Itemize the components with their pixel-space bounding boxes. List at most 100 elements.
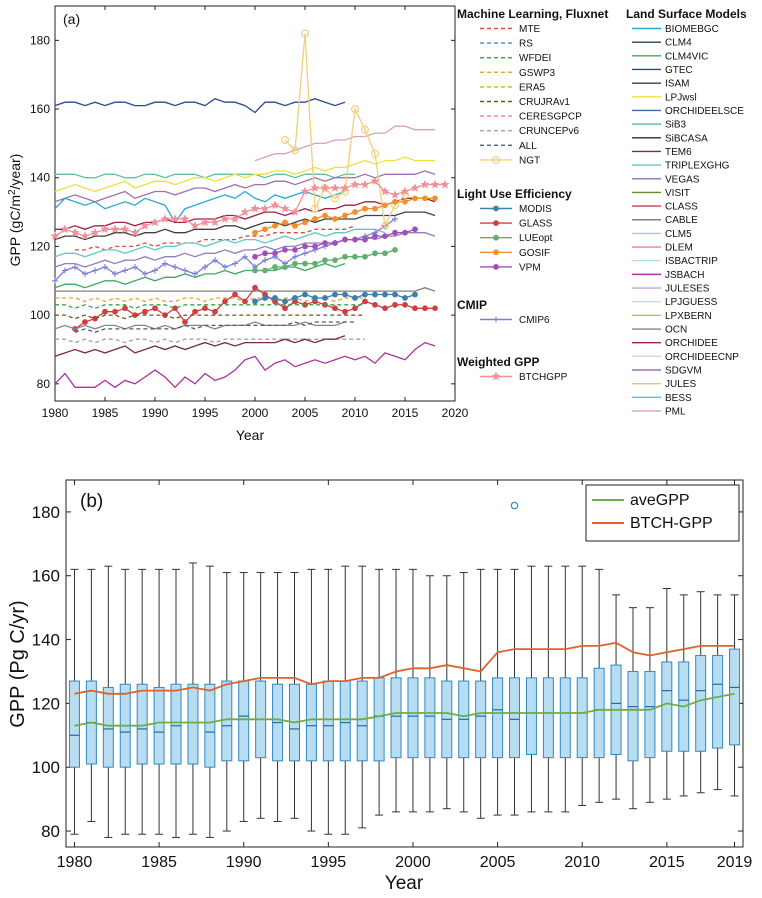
point-btchgpp bbox=[110, 224, 120, 234]
point-cmip6 bbox=[132, 264, 138, 271]
series-line-triplexghg bbox=[54, 228, 386, 258]
legend-label: GSWP3 bbox=[519, 68, 556, 79]
y-tick-label: 180 bbox=[32, 503, 60, 522]
point-btchgpp bbox=[140, 220, 150, 230]
box-1990 bbox=[238, 572, 250, 822]
x-tick-label: 1995 bbox=[192, 406, 219, 420]
panel-a-series bbox=[50, 29, 450, 389]
box-iqr bbox=[238, 680, 250, 762]
legend-entry-orchidee: ORCHIDEE bbox=[632, 338, 718, 349]
box-iqr bbox=[356, 680, 368, 762]
series-line-lpjwsl bbox=[54, 156, 435, 193]
box-iqr bbox=[627, 670, 639, 762]
point-btchgpp bbox=[420, 179, 430, 189]
point-cmip6 bbox=[92, 267, 98, 274]
point-vpm bbox=[352, 236, 358, 243]
legend-label: ISAM bbox=[665, 79, 689, 90]
panel-a-ticks: 1980 1985 1990 1995 2000 2005 2010 2015 2020 80 10… bbox=[30, 6, 469, 420]
point-glass bbox=[142, 308, 148, 315]
box-1996 bbox=[339, 565, 351, 835]
box-1988 bbox=[204, 565, 216, 838]
point-cmip6 bbox=[302, 250, 308, 257]
box-iqr bbox=[390, 677, 402, 759]
legend-marker bbox=[493, 205, 499, 212]
legend-entry-ngt: NGT bbox=[480, 155, 540, 166]
point-btchgpp bbox=[100, 224, 110, 234]
box-iqr bbox=[153, 686, 165, 765]
point-gosif bbox=[382, 202, 388, 209]
point-btchgpp bbox=[230, 214, 240, 223]
panel-b-series bbox=[74, 641, 735, 727]
legend-marker bbox=[493, 220, 499, 227]
point-vpm bbox=[272, 250, 278, 257]
legend-marker bbox=[492, 155, 501, 164]
legend-label: TEM6 bbox=[665, 147, 692, 158]
legend-label: PML bbox=[665, 406, 686, 417]
legend-label: SDGVM bbox=[665, 366, 702, 377]
y-tick-label: 80 bbox=[41, 822, 60, 841]
legend-marker bbox=[493, 264, 499, 270]
legend-entry-vegas: VEGAS bbox=[632, 174, 700, 185]
point-glass bbox=[202, 305, 208, 312]
panel-b-label: (b) bbox=[80, 491, 103, 512]
box-iqr bbox=[492, 677, 504, 759]
point-gosif bbox=[312, 216, 318, 222]
box-1987 bbox=[187, 562, 199, 835]
legend-label: MTE bbox=[519, 24, 540, 35]
box-1997 bbox=[356, 565, 368, 829]
point-btchgpp bbox=[330, 183, 340, 192]
point-ngt bbox=[371, 149, 380, 158]
series-isam bbox=[54, 211, 436, 241]
point-glass bbox=[382, 305, 388, 312]
legend-entry-orchideelsce: ORCHIDEELSCE bbox=[632, 106, 744, 117]
legend-label: CABLE bbox=[665, 215, 698, 226]
legend-label: VEGAS bbox=[665, 174, 700, 185]
legend-marker bbox=[493, 316, 499, 323]
point-modis bbox=[272, 295, 278, 301]
point-vpm bbox=[252, 253, 258, 260]
legend-label: CERESGPCP bbox=[519, 112, 582, 123]
point-btchgpp bbox=[150, 217, 160, 227]
point-glass bbox=[172, 305, 178, 312]
point-vpm bbox=[332, 240, 338, 246]
point-cmip6 bbox=[152, 267, 158, 274]
point-ngt bbox=[291, 146, 300, 155]
x-tick-label: 2010 bbox=[342, 406, 369, 420]
panel-b-ticks: 1980 1985 1990 1995 2000 2005 2010 2015 2019 80 10… bbox=[32, 480, 752, 871]
point-vpm bbox=[262, 250, 268, 257]
point-btchgpp bbox=[70, 227, 80, 237]
panel-b-legend: aveGPP BTCH-GPP bbox=[585, 484, 740, 542]
box-2000 bbox=[407, 568, 419, 813]
legend-label: GTEC bbox=[665, 65, 693, 76]
point-lueopt bbox=[252, 267, 258, 274]
legend-label: ERA5 bbox=[519, 82, 546, 93]
legend-box bbox=[585, 484, 740, 542]
point-glass bbox=[422, 305, 428, 312]
series-line-clm4vic bbox=[54, 262, 346, 289]
box-1982 bbox=[102, 565, 114, 838]
box-iqr bbox=[102, 686, 114, 768]
y-tick-label: 180 bbox=[30, 33, 50, 47]
series-line-sdgvm bbox=[54, 170, 436, 203]
legend-entry-mte: MTE bbox=[480, 24, 540, 35]
x-tick-label: 2015 bbox=[392, 406, 419, 420]
legend-entry-tem6: TEM6 bbox=[632, 147, 692, 158]
box-iqr bbox=[424, 677, 436, 759]
x-tick-label: 2010 bbox=[564, 854, 600, 871]
panel-a-xlabel: Year bbox=[236, 427, 265, 443]
point-glass bbox=[372, 301, 378, 308]
legend-label: GLASS bbox=[519, 219, 553, 230]
panel-b: (b) 1980 1985 1990 1995 2000 2005 2010 2015 2019… bbox=[7, 479, 752, 894]
point-glass bbox=[192, 308, 198, 315]
x-tick-label: 2005 bbox=[480, 854, 516, 871]
point-cmip6 bbox=[52, 277, 58, 284]
point-cmip6 bbox=[202, 264, 208, 271]
legend-entry-lpjwsl: LPJwsl bbox=[632, 92, 697, 103]
point-glass bbox=[332, 305, 338, 312]
x-tick-label: 2015 bbox=[649, 854, 685, 871]
legend-marker bbox=[493, 234, 499, 241]
box-2004 bbox=[475, 568, 487, 819]
point-cmip6 bbox=[292, 253, 298, 260]
point-lueopt bbox=[332, 257, 338, 264]
